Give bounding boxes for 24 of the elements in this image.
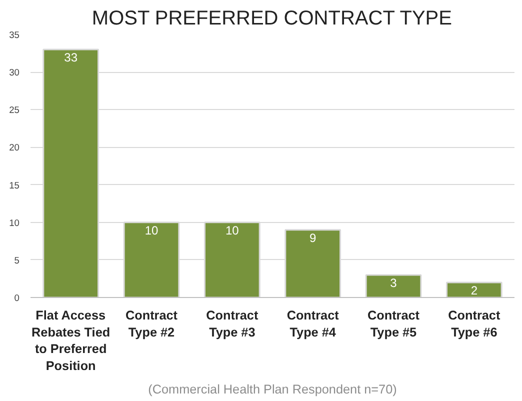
text: (Commercial Health Plan Respondent n=70) [148,382,397,396]
data-label: 10 [144,223,158,238]
data-label: 2 [470,283,478,298]
x-tick-label: Contract Type #2 [125,308,178,340]
data-label: 10 [225,223,240,238]
y-tick-label: 10 [9,218,20,228]
y-tick-label: 0 [14,293,20,303]
x-tick-label: Contract Type #5 [367,308,420,340]
y-tick-label: 25 [9,105,20,116]
y-tick-label: 30 [9,68,20,78]
y-tick-label: 35 [9,30,20,40]
bar [365,274,422,298]
y-tick-label: 15 [9,180,20,190]
data-label: 3 [390,276,398,290]
chart-title: MOST PREFERRED CONTRACT TYPE [92,8,452,30]
x-tick-label: Contract Type #3 [206,308,259,340]
y-tick-label: 20 [9,142,20,153]
x-tick-label: Flat Access Rebates Tied to Preferred Position [32,308,110,373]
x-tick-label: Contract Type #4 [286,308,340,340]
x-tick-label: Contract Type #6 [448,308,501,340]
data-label: 33 [64,50,78,65]
bar [446,282,502,298]
data-label: 9 [309,230,316,245]
y-tick-label: 5 [14,255,20,266]
